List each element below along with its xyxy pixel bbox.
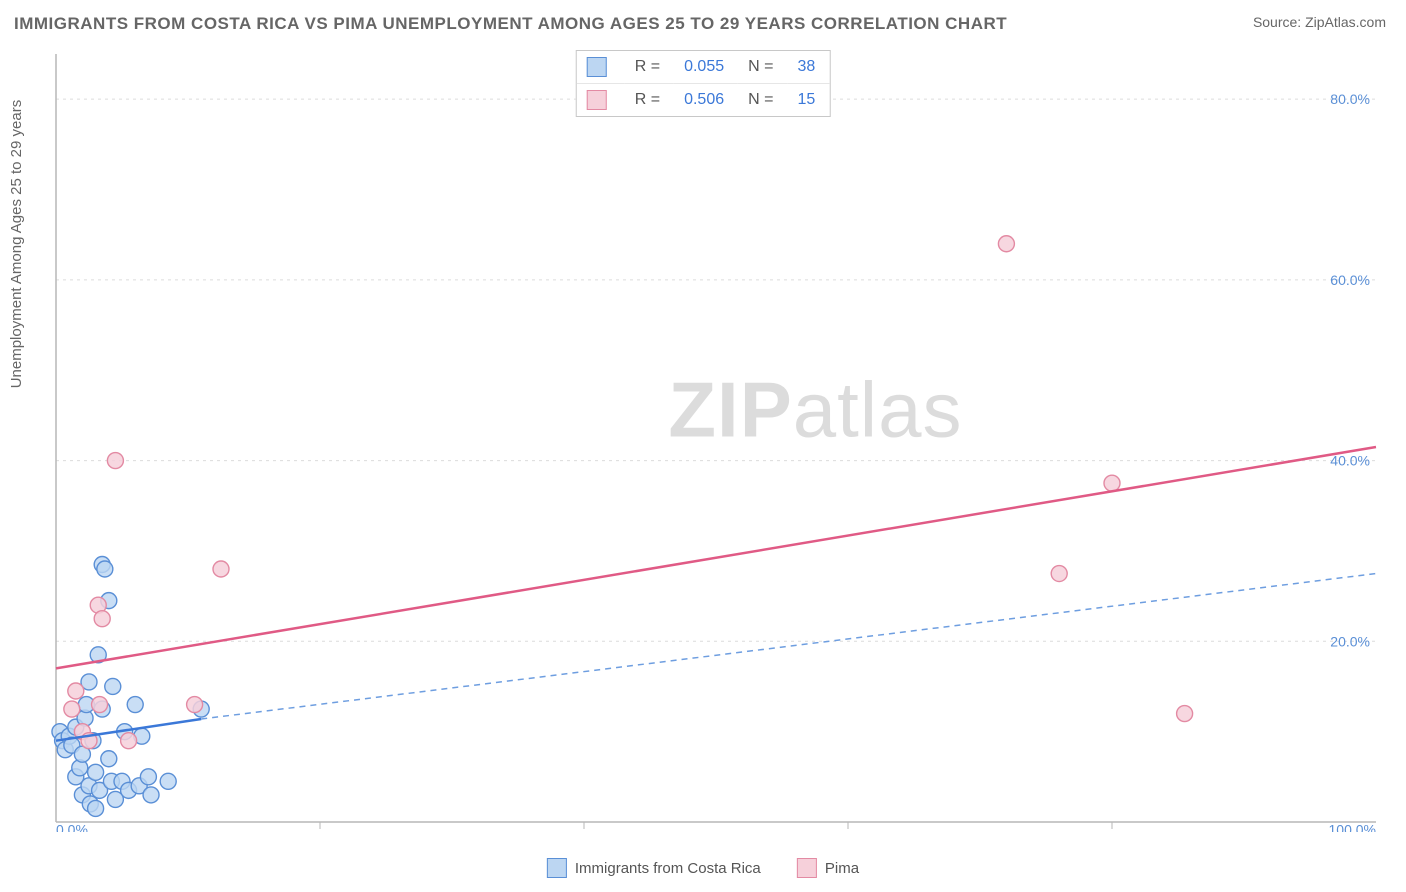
legend-N-value: 38 (787, 51, 829, 84)
legend-swatch-blue (547, 858, 567, 878)
legend-item: Immigrants from Costa Rica (547, 858, 761, 878)
svg-text:100.0%: 100.0% (1329, 821, 1376, 832)
legend-stats-row: R = 0.506 N = 15 (577, 84, 830, 117)
legend-swatch-pink (587, 90, 607, 110)
legend-series: Immigrants from Costa Rica Pima (531, 858, 875, 882)
legend-swatch-pink (797, 858, 817, 878)
chart-title: IMMIGRANTS FROM COSTA RICA VS PIMA UNEMP… (14, 14, 1007, 34)
plot-area: 20.0% 40.0% 60.0% 80.0% 0.0% 100.0% (48, 44, 1384, 832)
legend-stats: R = 0.055 N = 38 R = 0.506 N = 15 (576, 50, 831, 117)
plot-svg: 20.0% 40.0% 60.0% 80.0% 0.0% 100.0% (48, 44, 1384, 832)
y-axis-label: Unemployment Among Ages 25 to 29 years (8, 100, 25, 389)
legend-N-label: N = (738, 84, 787, 117)
legend-series-label: Immigrants from Costa Rica (575, 860, 761, 877)
svg-text:80.0%: 80.0% (1330, 91, 1370, 107)
legend-R-label: R = (625, 51, 674, 84)
svg-text:40.0%: 40.0% (1330, 453, 1370, 469)
legend-swatch-blue (587, 57, 607, 77)
correlation-chart: IMMIGRANTS FROM COSTA RICA VS PIMA UNEMP… (0, 0, 1406, 892)
source-label: Source: ZipAtlas.com (1253, 14, 1386, 30)
legend-N-label: N = (738, 51, 787, 84)
legend-R-value: 0.055 (674, 51, 738, 84)
legend-R-value: 0.506 (674, 84, 738, 117)
legend-N-value: 15 (787, 84, 829, 117)
legend-item: Pima (797, 858, 859, 878)
legend-stats-row: R = 0.055 N = 38 (577, 51, 830, 84)
svg-text:0.0%: 0.0% (56, 821, 88, 832)
svg-text:60.0%: 60.0% (1330, 272, 1370, 288)
legend-series-label: Pima (825, 860, 859, 877)
svg-text:20.0%: 20.0% (1330, 633, 1370, 649)
legend-R-label: R = (625, 84, 674, 117)
